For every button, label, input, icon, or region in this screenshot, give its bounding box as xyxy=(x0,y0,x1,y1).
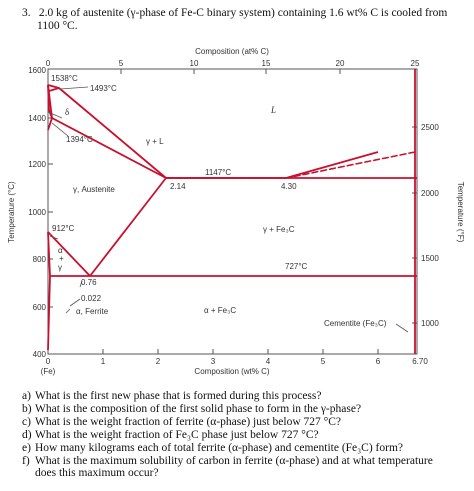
graphite-liquidus-dashed xyxy=(47,84,416,179)
question-line-1: 3. 2.0 kg of austenite (γ-phase of Fe-C … xyxy=(22,7,462,20)
label-ferrite: α, Ferrite xyxy=(76,307,109,316)
left-tick-label: 1000 xyxy=(28,208,46,217)
subquestion: b) What is the composition of the first … xyxy=(22,403,472,416)
label-0022: 0.022 xyxy=(81,294,102,303)
right-tick-label: 1500 xyxy=(421,254,439,263)
top-tick-label: 0 xyxy=(46,59,51,68)
question-header: 3. 2.0 kg of austenite (γ-phase of Fe-C … xyxy=(22,7,462,33)
label-727: 727°C xyxy=(285,262,308,271)
label-430: 4.30 xyxy=(281,182,297,191)
label-1394: 1394°C xyxy=(66,135,93,144)
label-alpha-gamma-plus: + xyxy=(59,254,64,263)
subquestion-letter: d) xyxy=(22,428,32,441)
subquestion-letter: f) xyxy=(22,454,30,467)
subquestion-letter: c) xyxy=(22,415,31,428)
subquestion-text: What is the weight fraction of ferrite (… xyxy=(35,415,342,428)
subquestion: does this maximum occur? xyxy=(22,467,472,480)
acm-line xyxy=(89,177,167,277)
bottom-tick-label: 6 xyxy=(376,357,381,366)
delta-solidus xyxy=(47,84,53,119)
subquestion: f) What is the maximum solubility of car… xyxy=(22,455,472,468)
label-076: 0.76 xyxy=(81,278,97,287)
phase-diagram-figure: Composition (at% C) 0 5 10 15 20 25 xyxy=(0,44,474,380)
subquestion-text: What is the weight fraction of Fe₃C phas… xyxy=(35,428,319,441)
bottom-tick-label: 2 xyxy=(156,357,161,366)
liquidus-right xyxy=(285,151,379,179)
bottom-tick-label: 6.70 xyxy=(412,357,428,366)
left-tick-label: 1200 xyxy=(28,160,46,169)
subquestion-list: a) What is the first new phase that is f… xyxy=(22,390,472,480)
top-tick-label: 5 xyxy=(119,59,124,68)
label-gamma-fe3c: γ + Fe₃C xyxy=(263,225,295,234)
right-tick-label: 2500 xyxy=(421,123,439,132)
subquestion: a) What is the first new phase that is f… xyxy=(22,390,472,403)
bottom-tick-label: 3 xyxy=(211,357,216,366)
bottom-tick-label: 1 xyxy=(101,357,106,366)
label-delta: δ xyxy=(65,107,69,117)
liquidus-delta xyxy=(47,84,60,89)
bottom-axis-title: Composition (wt% C) xyxy=(194,367,269,376)
top-axis-title: Composition (at% C) xyxy=(195,47,269,56)
top-tick-label: 25 xyxy=(411,59,420,68)
cementite-liquidus-dashed xyxy=(285,151,416,179)
bottom-axis-ticks xyxy=(47,349,418,354)
top-tick-label: 10 xyxy=(190,59,199,68)
label-1493: 1493°C xyxy=(90,84,117,93)
top-tick-label: 20 xyxy=(336,59,345,68)
top-tick-label: 15 xyxy=(262,59,271,68)
right-axis-title: Temperature (°F) xyxy=(456,182,465,243)
subquestion: e) How many kilograms each of total ferr… xyxy=(22,442,472,455)
left-tick-label: 1400 xyxy=(28,114,46,123)
label-gamma-plus-l: γ + L xyxy=(146,137,164,146)
subquestion-letter: b) xyxy=(22,402,32,415)
solidus-gamma xyxy=(51,117,167,179)
a3-line xyxy=(47,231,91,277)
label-1538: 1538°C xyxy=(51,74,78,83)
subquestion-letter: e) xyxy=(22,441,31,454)
right-tick-label: 1000 xyxy=(421,319,439,328)
label-alpha-gamma-alpha: α xyxy=(58,246,63,255)
right-tick-label: 2000 xyxy=(421,189,439,198)
question-text-line-1: 2.0 kg of austenite (γ-phase of Fe-C bin… xyxy=(38,7,448,19)
subquestion-letter: a) xyxy=(22,390,31,402)
peritectic-line xyxy=(48,87,60,92)
bottom-tick-label: 4 xyxy=(266,357,271,366)
label-1147: 1147°C xyxy=(205,168,231,177)
subquestion-text: How many kilograms each of total ferrite… xyxy=(35,441,403,454)
subquestion: d) What is the weight fraction of Fe₃C p… xyxy=(22,429,472,442)
left-tick-label: 400 xyxy=(33,350,47,359)
alpha-gamma-boundary xyxy=(47,231,51,277)
subquestion-text: does this maximum occur? xyxy=(35,467,159,480)
label-912: 912°C xyxy=(52,224,75,233)
bottom-tick-label: 0 xyxy=(46,357,51,366)
subquestion-letter xyxy=(22,467,35,480)
label-alpha-gamma-gamma: γ xyxy=(58,263,62,272)
label-austenite: γ, Austenite xyxy=(73,185,115,194)
label-liquid: L xyxy=(270,105,276,115)
question-text-line-2: 1100 °C. xyxy=(37,20,78,32)
subquestion-text: What is the composition of the first sol… xyxy=(35,402,362,415)
left-tick-label: 600 xyxy=(33,303,47,312)
label-214: 2.14 xyxy=(170,182,186,191)
left-tick-label: 1600 xyxy=(28,66,46,75)
left-axis-title: Temperature (°C) xyxy=(7,181,16,243)
bottom-origin-label: (Fe) xyxy=(41,367,56,376)
liquidus-left xyxy=(58,87,167,179)
left-tick-label: 800 xyxy=(33,255,47,264)
fe-c-phase-diagram: Composition (at% C) 0 5 10 15 20 25 xyxy=(7,47,465,376)
subquestion-text: What is the first new phase that is form… xyxy=(35,390,322,402)
subquestion: c) What is the weight fraction of ferrit… xyxy=(22,416,472,429)
alpha-solvus xyxy=(47,275,51,351)
label-cementite: Cementite (Fe₃C) xyxy=(324,319,387,328)
leader-lines xyxy=(47,86,409,333)
question-number: 3. xyxy=(22,7,31,19)
subquestion-text: What is the maximum solubility of carbon… xyxy=(35,454,433,467)
phase-boundaries xyxy=(47,69,417,354)
top-axis-ticks xyxy=(47,69,416,74)
bottom-tick-label: 5 xyxy=(321,357,326,366)
delta-region-boundary xyxy=(47,84,53,131)
label-alpha-fe3c: α + Fe₃C xyxy=(204,306,236,315)
